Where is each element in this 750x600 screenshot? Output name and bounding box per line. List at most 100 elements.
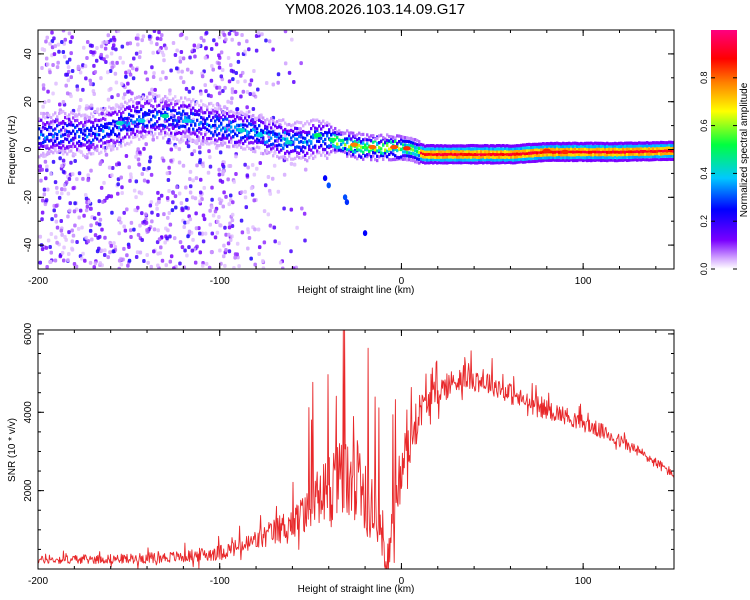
- spectrogram-ridge-cell: [260, 140, 263, 145]
- spectrogram-noise-cell: [109, 194, 114, 199]
- spectrogram-ridge-cell: [174, 109, 177, 113]
- spectrogram-ridge-cell: [204, 121, 207, 126]
- spectrogram-ridge-cell: [510, 155, 513, 159]
- spectrogram-noise-cell: [162, 58, 166, 63]
- spectrogram-ridge-cell: [376, 136, 379, 140]
- spectrogram-ridge-cell: [284, 127, 287, 132]
- spectrogram-noise-cell: [195, 163, 199, 168]
- spectrogram-ridge-cell: [144, 124, 147, 128]
- spectrogram-ridge-cell: [652, 143, 655, 148]
- spectrogram-ridge-cell: [58, 149, 61, 153]
- spectrogram-hotspot: [368, 144, 377, 150]
- spectrogram-noise-cell: [215, 230, 220, 235]
- spectrogram-ridge-cell: [606, 159, 609, 163]
- spectrogram-noise-cell: [125, 253, 129, 258]
- spectrogram-ridge-cell: [498, 155, 501, 159]
- spectrogram-ridge-cell: [98, 151, 101, 156]
- spectrogram-noise-cell: [122, 224, 126, 229]
- spectrogram-ridge-cell: [456, 144, 459, 148]
- spectrogram-ridge-cell: [318, 119, 321, 124]
- spectrogram-noise-cell: [252, 198, 256, 203]
- spectrogram-ridge-cell: [460, 149, 463, 153]
- spectrogram-ridge-cell: [208, 102, 211, 106]
- spectrogram-ridge-cell: [560, 156, 563, 160]
- spectrogram-ridge-cell: [414, 156, 417, 160]
- spectrogram-ridge-cell: [50, 145, 53, 149]
- spectrogram-ridge-cell: [74, 144, 77, 149]
- spectrogram-ridge-cell: [422, 149, 425, 153]
- spectrogram-noise-cell: [243, 162, 247, 167]
- spectrogram-ridge-cell: [420, 148, 423, 152]
- spectrogram-ridge-cell: [430, 147, 433, 151]
- spectrogram-ridge-cell: [528, 148, 531, 152]
- spectrogram-ridge-cell: [172, 135, 175, 139]
- spectrogram-ridge-cell: [418, 157, 421, 161]
- spectrogram-ridge-cell: [74, 132, 77, 136]
- spectrogram-noise-cell: [55, 240, 59, 245]
- spectrogram-ridge-cell: [410, 158, 413, 162]
- spectrogram-ridge-cell: [496, 150, 499, 154]
- spectrogram-ridge-cell: [350, 149, 353, 153]
- spectrogram-ridge-cell: [286, 158, 289, 162]
- spectrogram-ridge-cell: [582, 158, 585, 163]
- spectrogram-ridge-cell: [294, 145, 297, 150]
- spectrogram-ridge-cell: [52, 142, 55, 146]
- spectrogram-ridge-cell: [624, 141, 627, 145]
- spectrogram-ridge-cell: [438, 147, 441, 151]
- spectrogram-ridge-cell: [642, 144, 645, 148]
- spectrogram-ridge-cell: [632, 158, 635, 162]
- spectrogram-ridge-cell: [152, 95, 155, 99]
- spectrogram-ridge-cell: [50, 115, 53, 120]
- spectrogram-ridge-cell: [578, 147, 581, 151]
- spectrogram-ridge-cell: [628, 155, 631, 160]
- spectrogram-ridge-cell: [80, 142, 83, 146]
- spectrogram-ridge-cell: [428, 161, 431, 165]
- spectrogram-ridge-cell: [642, 157, 645, 162]
- spectrogram-ridge-cell: [662, 143, 665, 148]
- spectrogram-ridge-cell: [492, 161, 495, 165]
- spectrogram-ridge-cell: [154, 132, 157, 136]
- spectrogram-ridge-cell: [312, 145, 315, 149]
- spectrogram-ridge-cell: [152, 105, 155, 109]
- spectrogram-ridge-cell: [444, 152, 447, 156]
- spectrogram-noise-cell: [59, 218, 63, 223]
- spectrogram-ridge-cell: [138, 95, 141, 99]
- spectrogram-noise-cell: [58, 102, 62, 107]
- spectrogram-noise-cell: [88, 260, 93, 265]
- spectrogram-ridge-cell: [100, 144, 103, 148]
- spectrogram-noise-cell: [191, 86, 195, 91]
- spectrogram-noise-cell: [121, 60, 125, 65]
- spectrogram-ridge-cell: [110, 113, 113, 117]
- spectrogram-y-tick-label: -40: [23, 237, 34, 252]
- spectrogram-ridge-cell: [54, 143, 57, 148]
- spectrogram-ridge-cell: [312, 156, 315, 160]
- spectrogram-ridge-cell: [384, 148, 387, 152]
- spectrogram-noise-cell: [193, 196, 198, 201]
- spectrogram-ridge-cell: [484, 146, 487, 150]
- spectrogram-noise-cell: [127, 165, 132, 170]
- spectrogram-ridge-cell: [116, 134, 119, 138]
- spectrogram-ridge-cell: [86, 114, 89, 118]
- spectrogram-ridge-cell: [572, 141, 575, 145]
- spectrogram-ridge-cell: [512, 155, 515, 159]
- spectrogram-ridge-cell: [410, 154, 413, 159]
- spectrogram-ridge-cell: [374, 151, 377, 155]
- spectrogram-ridge-cell: [434, 155, 437, 159]
- spectrogram-noise-cell: [204, 30, 209, 35]
- spectrogram-ridge-cell: [378, 145, 381, 150]
- spectrogram-ridge-cell: [270, 149, 273, 153]
- spectrogram-ridge-cell: [430, 149, 433, 154]
- spectrogram-ridge-cell: [450, 147, 453, 151]
- spectrogram-ridge-cell: [442, 158, 445, 162]
- spectrogram-ridge-cell: [540, 156, 543, 160]
- spectrogram-noise-cell: [268, 223, 273, 228]
- spectrogram-ridge-cell: [192, 112, 195, 116]
- spectrogram-noise-cell: [230, 96, 234, 101]
- spectrogram-ridge-cell: [632, 147, 635, 151]
- spectrogram-noise-cell: [48, 245, 52, 250]
- spectrogram-ridge-cell: [478, 155, 481, 160]
- spectrogram-ridge-cell: [586, 147, 589, 152]
- spectrogram-noise-cell: [137, 55, 142, 60]
- spectrogram-ridge-cell: [236, 133, 239, 138]
